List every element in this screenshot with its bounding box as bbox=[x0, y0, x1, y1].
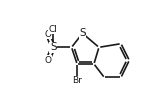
Text: Cl: Cl bbox=[49, 25, 58, 34]
Text: O: O bbox=[44, 56, 51, 65]
Text: S: S bbox=[50, 42, 57, 52]
Text: S: S bbox=[79, 28, 86, 38]
Text: Br: Br bbox=[72, 76, 82, 85]
Text: O: O bbox=[44, 30, 51, 39]
